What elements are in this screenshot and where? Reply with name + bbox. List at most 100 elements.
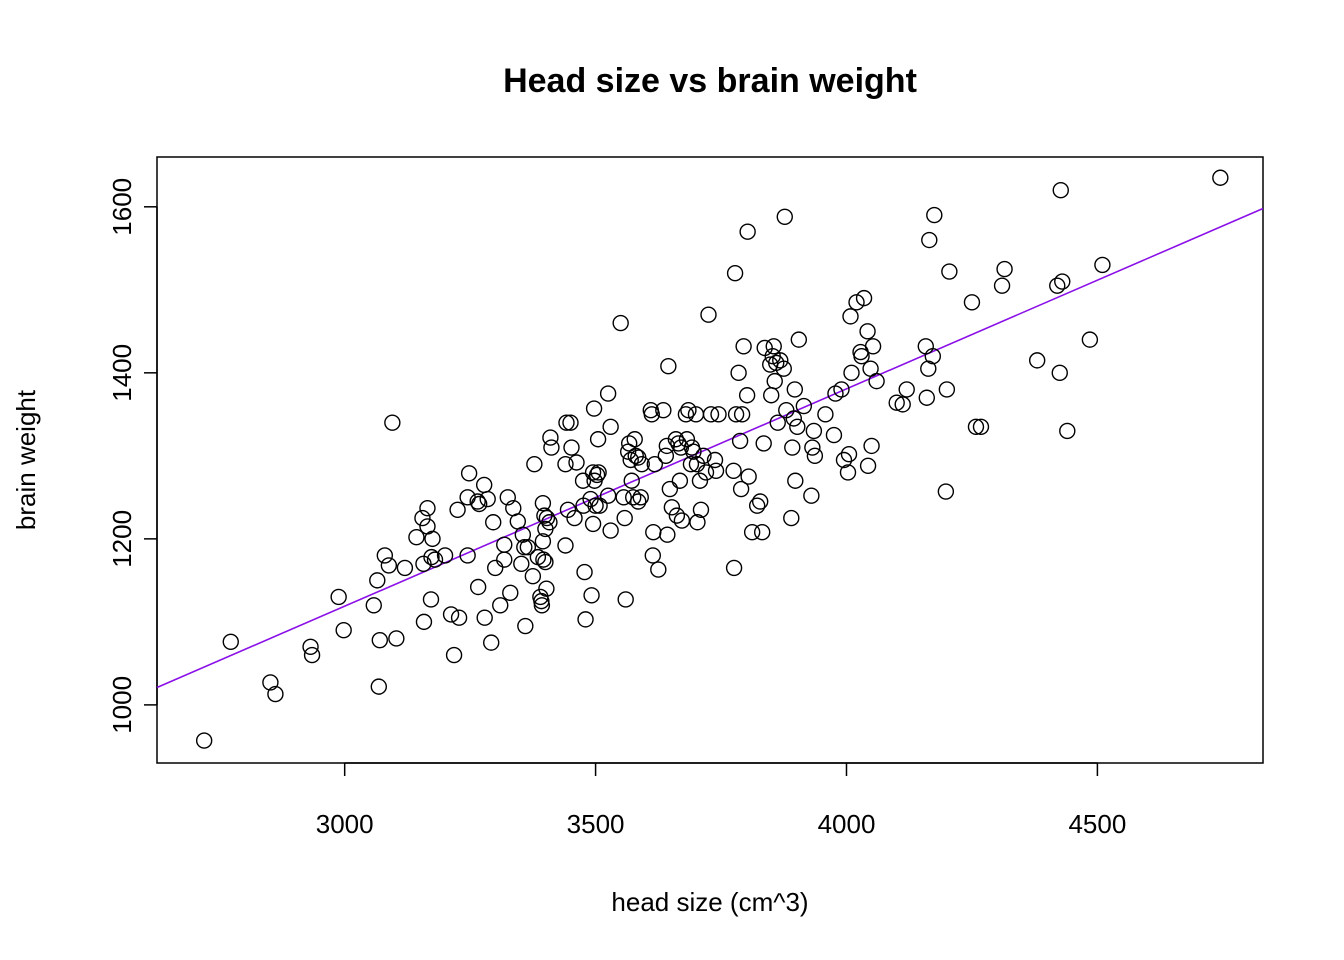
data-point bbox=[776, 208, 793, 225]
data-point bbox=[853, 348, 870, 365]
data-point bbox=[303, 646, 321, 664]
x-tick-label: 3500 bbox=[567, 809, 625, 839]
data-point bbox=[479, 490, 496, 508]
data-point bbox=[700, 306, 717, 323]
data-point bbox=[589, 431, 607, 448]
data-point bbox=[576, 563, 593, 581]
y-tick-label: 1400 bbox=[107, 344, 137, 402]
data-point bbox=[499, 489, 516, 506]
data-point bbox=[558, 414, 575, 431]
data-point bbox=[369, 572, 386, 589]
data-point bbox=[710, 406, 727, 423]
data-point bbox=[702, 406, 720, 423]
data-point bbox=[483, 634, 500, 651]
data-point bbox=[1028, 352, 1046, 369]
data-point bbox=[1094, 256, 1111, 274]
data-point bbox=[415, 613, 433, 631]
data-point bbox=[562, 414, 579, 431]
data-point bbox=[1081, 331, 1099, 348]
data-point bbox=[496, 536, 513, 553]
data-point bbox=[855, 289, 873, 307]
data-point bbox=[864, 338, 882, 355]
x-axis: 3000 3500 4000 4500 bbox=[316, 762, 1126, 839]
data-point bbox=[1049, 277, 1066, 294]
data-point bbox=[937, 483, 955, 500]
x-tick-label: 4500 bbox=[1068, 809, 1126, 839]
data-point bbox=[577, 611, 594, 628]
chart-title: Head size vs brain weight bbox=[503, 62, 917, 100]
data-point bbox=[643, 406, 660, 423]
data-point bbox=[706, 451, 724, 469]
data-point bbox=[627, 447, 644, 465]
data-point bbox=[371, 631, 389, 649]
data-point bbox=[775, 360, 792, 377]
data-point bbox=[587, 497, 604, 514]
data-point bbox=[370, 678, 388, 695]
data-point bbox=[449, 501, 466, 519]
data-point bbox=[671, 472, 689, 489]
data-point bbox=[584, 464, 602, 481]
data-point bbox=[680, 401, 697, 419]
data-point bbox=[888, 394, 905, 411]
data-point bbox=[805, 422, 823, 440]
data-point bbox=[302, 638, 319, 655]
data-point bbox=[538, 509, 556, 527]
data-point bbox=[967, 418, 985, 435]
data-point bbox=[450, 609, 468, 626]
data-point bbox=[688, 455, 706, 473]
data-point bbox=[524, 568, 542, 585]
data-point bbox=[541, 514, 558, 531]
data-point bbox=[790, 331, 808, 348]
x-tick-label: 4000 bbox=[818, 809, 876, 839]
data-point bbox=[568, 454, 585, 471]
data-point bbox=[388, 630, 405, 647]
data-point bbox=[843, 364, 860, 382]
y-axis-label: brain weight bbox=[11, 389, 41, 530]
data-point bbox=[622, 451, 639, 469]
data-point bbox=[677, 406, 695, 423]
data-point bbox=[487, 559, 504, 577]
data-point bbox=[695, 447, 712, 465]
data-point bbox=[795, 397, 813, 415]
data-point bbox=[806, 447, 824, 465]
data-point bbox=[365, 597, 382, 614]
data-point bbox=[921, 231, 938, 249]
data-point bbox=[424, 530, 441, 548]
data-point bbox=[445, 646, 463, 664]
data-point bbox=[538, 580, 555, 597]
data-point bbox=[585, 400, 603, 417]
data-point bbox=[574, 472, 592, 489]
data-point bbox=[804, 439, 821, 456]
data-point bbox=[917, 338, 934, 355]
data-point bbox=[868, 372, 885, 390]
data-point bbox=[537, 553, 554, 571]
data-point bbox=[765, 338, 782, 355]
data-point bbox=[588, 466, 606, 484]
data-point bbox=[423, 548, 440, 566]
data-point bbox=[615, 489, 632, 506]
data-point bbox=[787, 472, 804, 489]
data-point bbox=[685, 443, 702, 460]
data-point bbox=[414, 509, 431, 527]
data-point bbox=[655, 401, 672, 419]
data-point bbox=[725, 559, 743, 577]
y-axis: 1000 1200 1400 1600 bbox=[107, 178, 158, 734]
data-point bbox=[740, 468, 757, 485]
data-point bbox=[894, 396, 911, 413]
data-point bbox=[559, 501, 577, 519]
data-point bbox=[612, 314, 629, 332]
data-point bbox=[533, 597, 551, 614]
data-point bbox=[408, 529, 425, 546]
x-axis-label: head size (cm^3) bbox=[611, 887, 808, 917]
data-point bbox=[692, 501, 710, 519]
data-point bbox=[743, 524, 761, 541]
data-point bbox=[534, 533, 552, 550]
data-point bbox=[817, 406, 834, 423]
data-point bbox=[617, 591, 634, 608]
data-point bbox=[459, 489, 476, 506]
data-point bbox=[825, 426, 843, 444]
data-point bbox=[262, 674, 279, 691]
y-tick-label: 1600 bbox=[107, 178, 137, 236]
data-point bbox=[786, 381, 804, 398]
data-point bbox=[599, 385, 617, 402]
